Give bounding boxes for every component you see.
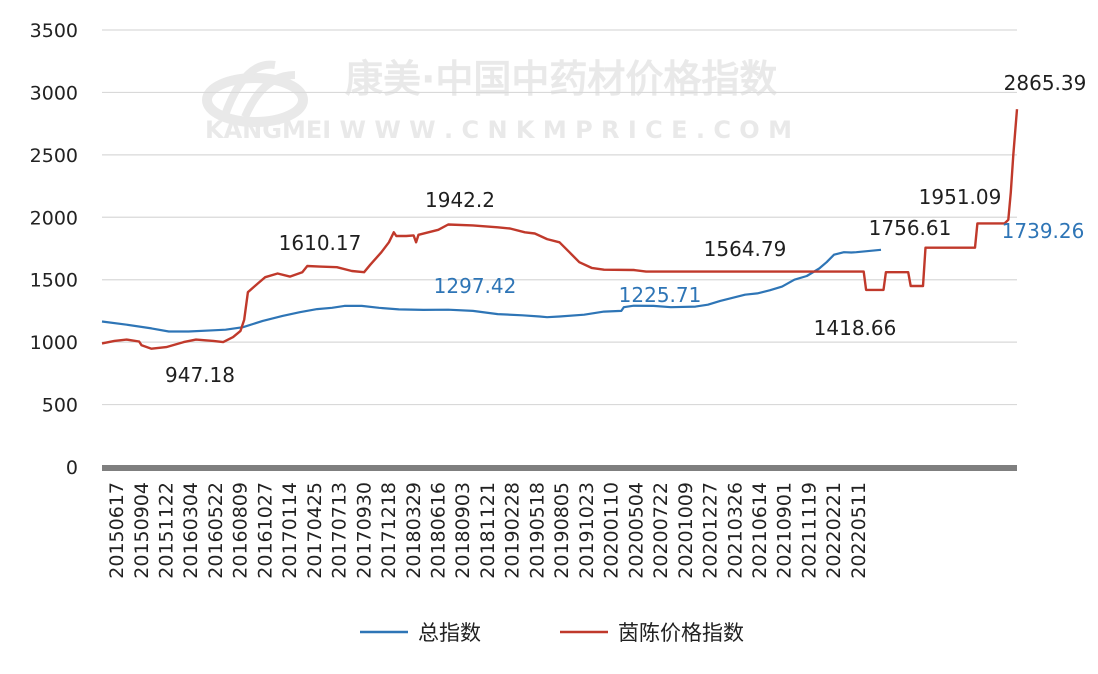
watermark-logo-icon	[202, 60, 308, 127]
x-tick-label: 20171218	[378, 482, 400, 579]
x-tick-label: 20170713	[329, 482, 351, 579]
watermark-brand: 康美·中国中药材价格指数	[345, 57, 777, 101]
data-label: 2865.39	[1004, 71, 1087, 95]
data-label: 1951.09	[919, 185, 1002, 209]
x-tick-label: 20160304	[180, 482, 202, 579]
data-label: 947.18	[165, 363, 235, 387]
y-axis-tick-labels: 0 500 1000 1500 2000 2500 3000 3500	[30, 20, 78, 479]
x-tick-label: 20160522	[205, 482, 227, 579]
x-tick-label: 20210326	[724, 482, 746, 579]
x-tick-label: 20181121	[477, 482, 499, 579]
x-tick-label: 20201227	[700, 482, 722, 579]
x-tick-label: 20201009	[675, 482, 697, 579]
x-axis-tick-labels: 20150617 20150904 20151122 20160304 20160522…	[106, 482, 870, 579]
data-label: 1610.17	[279, 231, 362, 255]
data-labels: 947.18 1610.17 1942.2 1297.42 1225.711564.79…	[165, 71, 1086, 387]
series-line-total-index	[101, 248, 882, 333]
y-tick-label: 3500	[30, 20, 78, 42]
y-tick-label: 3000	[30, 82, 78, 104]
x-tick-label: 20210614	[749, 482, 771, 579]
data-label: 1297.42	[434, 274, 517, 298]
x-tick-label: 20180329	[403, 482, 425, 579]
data-label: 1225.71	[619, 283, 702, 307]
x-tick-label: 20210901	[774, 482, 796, 579]
y-tick-label: 2000	[30, 207, 78, 229]
x-tick-label: 20180903	[452, 482, 474, 579]
x-tick-label: 20200504	[625, 482, 647, 579]
x-tick-label: 20170930	[353, 482, 375, 579]
x-axis	[102, 465, 1017, 471]
x-tick-label: 20211119	[798, 482, 820, 579]
series-line-yinchen-index	[101, 109, 1019, 350]
legend-label: 总指数	[418, 621, 481, 645]
data-label: 1564.79	[704, 237, 787, 261]
y-tick-label: 0	[66, 457, 78, 479]
data-label: 1942.2	[425, 188, 495, 212]
x-tick-label: 20170114	[279, 482, 301, 579]
x-tick-label: 20190518	[526, 482, 548, 579]
x-tick-label: 20170425	[304, 482, 326, 579]
data-label: 1756.61	[869, 216, 952, 240]
y-tick-label: 1000	[30, 332, 78, 354]
watermark: 康美·中国中药材价格指数 KANGMEI W W W . C N K M P R…	[202, 57, 792, 144]
y-tick-label: 1500	[30, 270, 78, 292]
data-label: 1418.66	[814, 316, 897, 340]
data-label: 1739.26	[1002, 219, 1085, 243]
y-tick-label: 500	[42, 395, 78, 417]
x-tick-label: 20200722	[650, 482, 672, 579]
x-tick-label: 20191023	[576, 482, 598, 579]
x-tick-label: 20190805	[551, 482, 573, 579]
x-tick-label: 20161027	[254, 482, 276, 579]
legend-label: 茵陈价格指数	[618, 621, 744, 645]
watermark-site: KANGMEI W W W . C N K M P R I C E . C O …	[205, 116, 792, 144]
x-tick-label: 20220221	[823, 482, 845, 579]
x-tick-label: 20220511	[848, 482, 870, 579]
legend: 总指数 茵陈价格指数	[360, 621, 744, 645]
x-tick-label: 20150617	[106, 482, 128, 579]
x-axis-line	[102, 465, 1017, 471]
x-tick-label: 20160809	[230, 482, 252, 579]
x-tick-label: 20180616	[428, 482, 450, 579]
x-tick-label: 20151122	[155, 482, 177, 579]
series-lines	[101, 109, 1019, 350]
x-tick-label: 20150904	[131, 482, 153, 579]
x-tick-label: 20200110	[601, 482, 623, 579]
x-tick-label: 20190228	[502, 482, 524, 579]
y-tick-label: 2500	[30, 145, 78, 167]
